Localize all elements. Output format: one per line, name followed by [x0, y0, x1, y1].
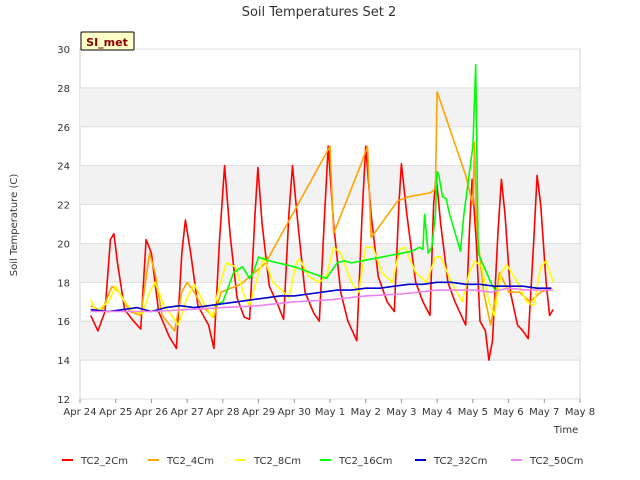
- y-tick-label: 30: [57, 45, 70, 56]
- series-line-TC2_50Cm: [90, 287, 554, 313]
- x-tick-label: May 5: [458, 407, 488, 418]
- x-tick-label: May 7: [529, 407, 559, 418]
- series-line-TC2_4Cm: [90, 91, 552, 332]
- grid-band: [80, 87, 580, 127]
- legend-label: TC2_4Cm: [166, 456, 214, 467]
- y-tick-label: 28: [57, 84, 70, 95]
- legend-label: TC2_16Cm: [338, 456, 392, 467]
- x-tick-label: May 4: [422, 407, 452, 418]
- legend-label: TC2_2Cm: [80, 456, 128, 467]
- x-tick-label: Apr 28: [206, 407, 239, 418]
- x-tick-label: Apr 29: [242, 407, 275, 418]
- x-tick-label: Apr 27: [171, 407, 204, 418]
- y-axis: 12 14 16 18 20 22 24 26 28 30: [57, 45, 70, 406]
- y-tick-label: 24: [57, 162, 70, 173]
- x-axis-label: Time: [553, 425, 578, 436]
- site-label-box: SI_met: [80, 31, 135, 51]
- legend-label: TC2_8Cm: [253, 456, 301, 467]
- series-line-TC2_32Cm: [90, 281, 552, 313]
- y-axis-label: Soil Temperature (C): [9, 174, 20, 277]
- grid-band: [80, 321, 580, 361]
- y-tick-label: 26: [57, 123, 70, 134]
- x-tick-label: May 1: [315, 407, 345, 418]
- x-tick-label: Apr 24: [63, 407, 96, 418]
- series-line-TC2_8Cm: [89, 246, 554, 326]
- legend-label: TC2_50Cm: [529, 456, 583, 467]
- x-tick-label: May 8: [565, 407, 595, 418]
- x-tick-label: Apr 30: [278, 407, 311, 418]
- series-line-TC2_16Cm: [213, 63, 497, 307]
- chart-title: Soil Temperatures Set 2: [242, 5, 397, 20]
- x-tick-label: Apr 26: [135, 407, 168, 418]
- y-tick-label: 22: [57, 201, 70, 212]
- x-axis: Apr 24 Apr 25 Apr 26 Apr 27 Apr 28 Apr 29 Apr …: [63, 399, 595, 418]
- y-tick-label: 16: [57, 317, 70, 328]
- y-tick-label: 20: [57, 239, 70, 250]
- y-tick-label: 18: [57, 278, 70, 289]
- legend: TC2_2Cm TC2_4Cm TC2_8Cm TC2_16Cm TC2_32Cm TC2…: [62, 456, 583, 467]
- plot-background: [79, 48, 581, 400]
- site-label: SI_met: [86, 36, 128, 49]
- x-tick-label: May 3: [386, 407, 416, 418]
- y-tick-label: 12: [57, 395, 70, 406]
- legend-label: TC2_32Cm: [433, 456, 487, 467]
- x-tick-label: May 6: [493, 407, 523, 418]
- y-tick-label: 14: [57, 356, 70, 367]
- series-line-TC2_2Cm: [89, 145, 554, 361]
- x-tick-label: May 2: [351, 407, 381, 418]
- x-tick-label: Apr 25: [99, 407, 132, 418]
- series-layer: [89, 63, 554, 361]
